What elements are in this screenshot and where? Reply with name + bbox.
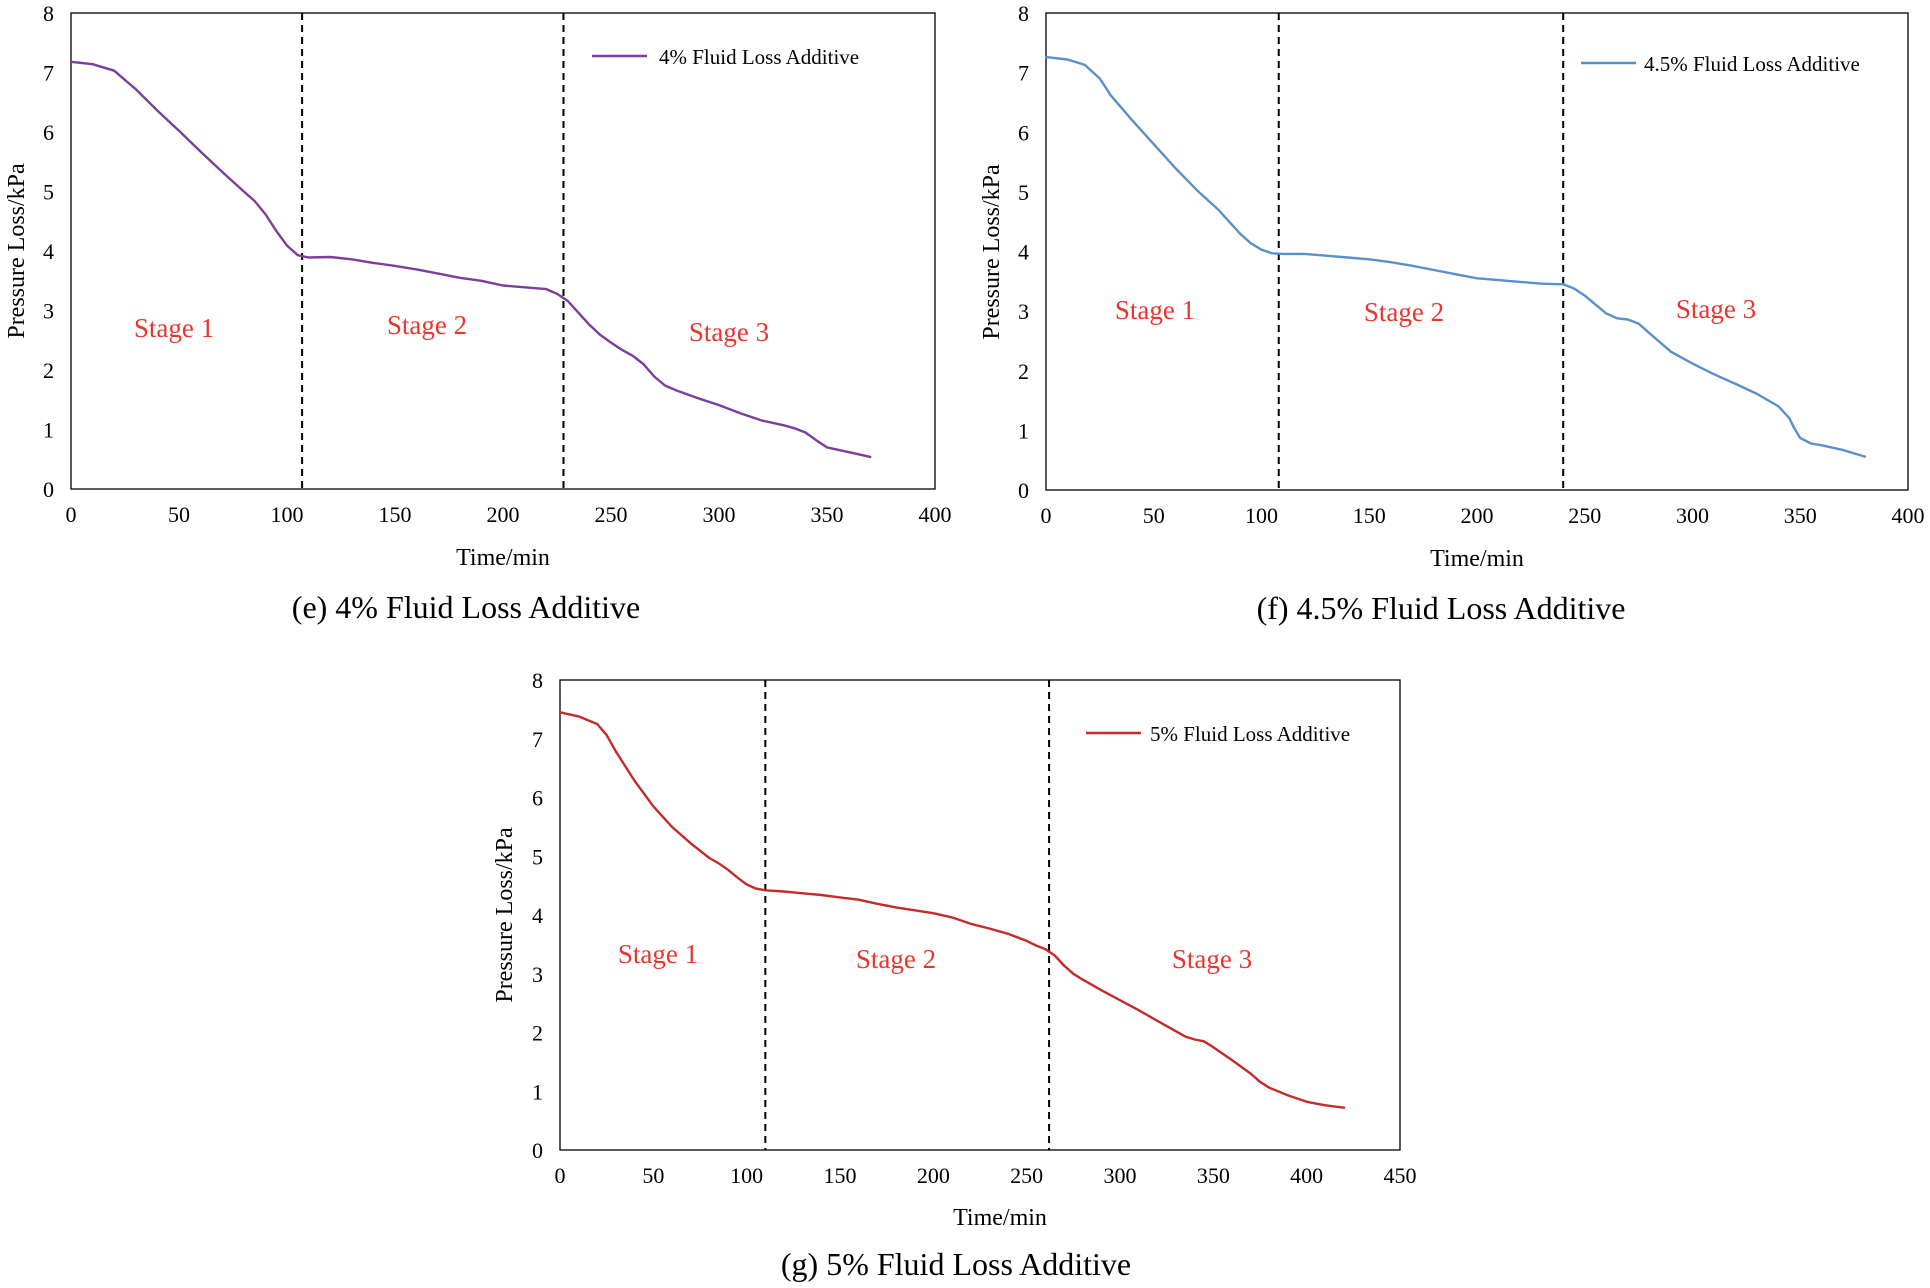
x-tick-label: 150 [1353,503,1386,528]
y-tick-label: 0 [43,477,54,502]
y-tick-label: 5 [1018,180,1029,205]
x-tick-label: 400 [1290,1163,1323,1188]
y-tick-label: 6 [43,120,54,145]
legend-label: 5% Fluid Loss Additive [1150,722,1350,746]
y-tick-label: 1 [532,1079,543,1104]
x-tick-label: 350 [811,502,844,527]
stage-3-label: Stage 3 [689,317,769,347]
y-tick-label: 8 [532,668,543,693]
series-line [1044,55,1867,458]
y-tick-label: 0 [532,1138,543,1163]
y-tick-label: 3 [532,962,543,987]
y-tick-labels: 0 1 2 3 4 5 6 7 8 [1018,1,1029,503]
x-axis-label: Time/min [1430,546,1524,572]
stage-boundaries [301,13,565,489]
x-tick-labels: 0 50 100 150 200 250 300 350 400 [66,502,952,527]
x-tick-label: 300 [703,502,736,527]
x-tick-label: 150 [824,1163,857,1188]
x-tick-labels: 0 50 100 150 200 250 300 350 400 [1041,503,1925,528]
x-tick-label: 100 [730,1163,763,1188]
x-tick-label: 250 [595,502,628,527]
x-tick-label: 50 [642,1163,664,1188]
legend-label: 4.5% Fluid Loss Additive [1644,52,1860,76]
x-tick-label: 250 [1010,1163,1043,1188]
series-line [558,711,1346,1109]
x-tick-label: 400 [1892,503,1925,528]
x-tick-label: 300 [1104,1163,1137,1188]
y-tick-label: 4 [43,239,54,264]
y-tick-label: 4 [1018,240,1029,265]
stage-boundaries [764,680,1051,1150]
y-tick-label: 8 [43,1,54,26]
x-tick-label: 450 [1384,1163,1417,1188]
caption: (f) 4.5% Fluid Loss Additive [1257,590,1626,626]
y-tick-label: 7 [43,61,54,86]
x-tick-label: 200 [487,502,520,527]
y-tick-label: 2 [43,358,54,383]
y-tick-label: 7 [1018,61,1029,86]
y-tick-label: 4 [532,903,543,928]
chart-g: 0 50 100 150 200 250 300 350 400 450 0 1 2 3 4 5 6 7 8 Ti… [492,668,1417,1282]
stage-1-label: Stage 1 [134,313,214,343]
y-tick-label: 2 [1018,359,1029,384]
y-tick-labels: 0 1 2 3 4 5 6 7 8 [43,1,54,502]
chart-e: 0 50 100 150 200 250 300 350 400 0 1 2 3 4 5 6 7 8 Time/… [4,1,952,625]
y-axis-label: Pressure Loss/kPa [4,163,30,339]
x-tick-label: 50 [168,502,190,527]
x-tick-label: 150 [379,502,412,527]
y-tick-label: 6 [1018,120,1029,145]
y-tick-label: 1 [1018,418,1029,443]
x-tick-label: 0 [1041,503,1052,528]
x-tick-label: 100 [1245,503,1278,528]
x-tick-label: 400 [919,502,952,527]
stage-2-label: Stage 2 [387,310,467,340]
x-tick-label: 350 [1197,1163,1230,1188]
x-tick-label: 50 [1143,503,1165,528]
y-tick-label: 3 [43,299,54,324]
y-tick-label: 6 [532,786,543,811]
x-tick-label: 100 [271,502,304,527]
y-tick-label: 0 [1018,478,1029,503]
y-axis-label: Pressure Loss/kPa [979,164,1005,340]
plot-frame [559,679,1401,1151]
x-tick-label: 250 [1568,503,1601,528]
y-tick-label: 2 [532,1021,543,1046]
x-tick-labels: 0 50 100 150 200 250 300 350 400 450 [555,1163,1417,1188]
x-tick-label: 0 [66,502,77,527]
y-tick-labels: 0 1 2 3 4 5 6 7 8 [532,668,543,1163]
y-tick-label: 1 [43,418,54,443]
caption: (g) 5% Fluid Loss Additive [781,1246,1131,1282]
x-axis-label: Time/min [953,1205,1047,1231]
y-tick-label: 3 [1018,299,1029,324]
y-tick-label: 5 [43,180,54,205]
x-tick-label: 350 [1784,503,1817,528]
y-tick-label: 8 [1018,1,1029,26]
plot-frame [1045,12,1909,491]
chart-f: 0 50 100 150 200 250 300 350 400 0 1 2 3 4 5 6 7 8 Time/… [979,1,1925,626]
stage-3-label: Stage 3 [1676,294,1756,324]
caption: (e) 4% Fluid Loss Additive [292,589,640,625]
stage-1-label: Stage 1 [1115,295,1195,325]
series-group [558,711,1346,1109]
series-line [69,60,872,459]
y-tick-label: 7 [532,727,543,752]
series-group [69,60,872,459]
plot-frame [70,12,936,490]
stage-1-label: Stage 1 [618,939,698,969]
x-tick-label: 0 [555,1163,566,1188]
x-tick-label: 200 [1461,503,1494,528]
x-tick-label: 300 [1676,503,1709,528]
y-axis-label: Pressure Loss/kPa [492,827,518,1003]
y-tick-label: 5 [532,844,543,869]
legend-label: 4% Fluid Loss Additive [659,45,859,69]
stage-boundaries [1277,13,1565,490]
stage-2-label: Stage 2 [856,944,936,974]
stage-2-label: Stage 2 [1364,297,1444,327]
x-axis-label: Time/min [456,545,550,571]
stage-3-label: Stage 3 [1172,944,1252,974]
series-group [1044,55,1867,458]
x-tick-label: 200 [917,1163,950,1188]
